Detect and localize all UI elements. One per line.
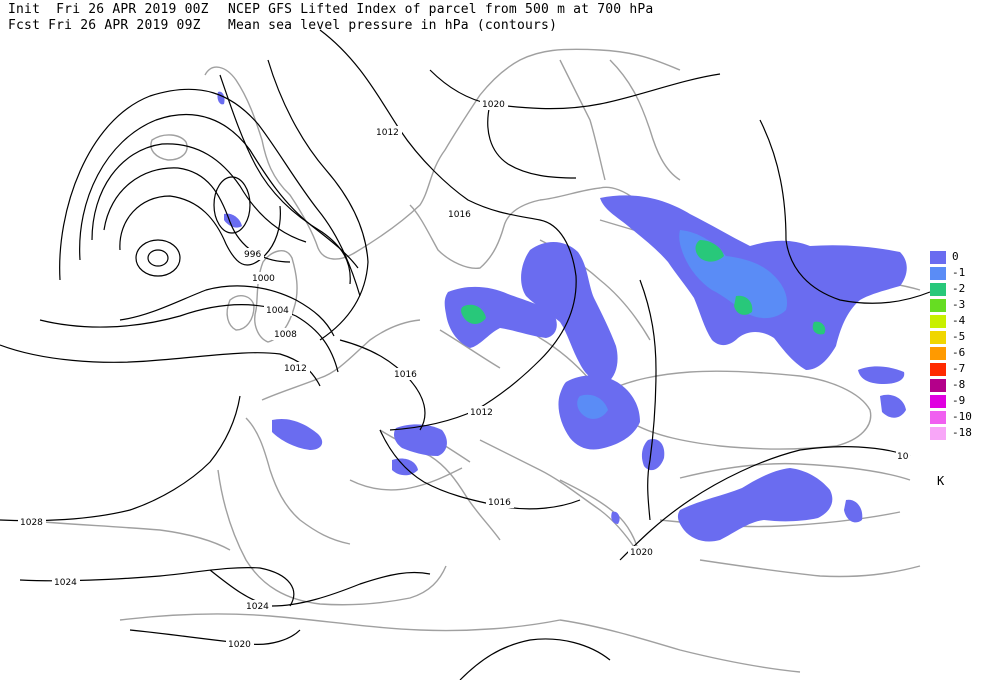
legend-label: -6 bbox=[952, 346, 966, 359]
legend-swatch bbox=[930, 395, 946, 408]
legend-row: -10 bbox=[930, 409, 1000, 425]
legend-row: -8 bbox=[930, 377, 1000, 393]
legend-row: -2 bbox=[930, 281, 1000, 297]
isobar-label: 1024 bbox=[246, 602, 269, 612]
legend-row: -1 bbox=[930, 265, 1000, 281]
legend-label: -4 bbox=[952, 314, 966, 327]
color-legend: 0 -1 -2 -3 -4 -5 -6 -7 -8 -9 -10 -18 bbox=[930, 249, 1000, 441]
init-time: Init Fri 26 APR 2019 00Z bbox=[8, 2, 209, 17]
legend-row: -18 bbox=[930, 425, 1000, 441]
legend-swatch bbox=[930, 299, 946, 312]
isobar-label: 1024 bbox=[54, 578, 77, 588]
isobar-label: 996 bbox=[244, 250, 261, 260]
legend-swatch bbox=[930, 283, 946, 296]
legend-swatch bbox=[930, 347, 946, 360]
legend-swatch bbox=[930, 427, 946, 440]
isobar-label: 1028 bbox=[20, 518, 43, 528]
legend-swatch bbox=[930, 267, 946, 280]
legend-row: -9 bbox=[930, 393, 1000, 409]
legend-swatch bbox=[930, 251, 946, 264]
legend-row: -5 bbox=[930, 329, 1000, 345]
isobar-label: 1000 bbox=[252, 274, 275, 284]
map-title: NCEP GFS Lifted Index of parcel from 500… bbox=[228, 2, 653, 34]
isobar-label: 1016 bbox=[448, 210, 471, 220]
legend-label: -18 bbox=[952, 426, 972, 439]
run-info: Init Fri 26 APR 2019 00Z Fcst Fri 26 APR… bbox=[8, 2, 209, 34]
legend-label: -5 bbox=[952, 330, 966, 343]
lifted-index-shading bbox=[217, 91, 907, 542]
legend-row: -6 bbox=[930, 345, 1000, 361]
title-line-2: Mean sea level pressure in hPa (contours… bbox=[228, 18, 558, 33]
isobar-label: 1004 bbox=[266, 306, 289, 316]
legend-row: -4 bbox=[930, 313, 1000, 329]
legend-row: -3 bbox=[930, 297, 1000, 313]
legend-row: -7 bbox=[930, 361, 1000, 377]
legend-swatch bbox=[930, 331, 946, 344]
isobar-label: 1020 bbox=[228, 640, 251, 650]
legend-label: -1 bbox=[952, 266, 966, 279]
legend-row: 0 bbox=[930, 249, 1000, 265]
legend-label: -3 bbox=[952, 298, 966, 311]
title-line-1: NCEP GFS Lifted Index of parcel from 500… bbox=[228, 2, 654, 17]
legend-swatch bbox=[930, 411, 946, 424]
legend-unit: K bbox=[937, 474, 945, 488]
isobar-label: 1012 bbox=[284, 364, 307, 374]
isobar-label: 1012 bbox=[376, 128, 399, 138]
isobar-label: 1016 bbox=[394, 370, 417, 380]
isobar-label: 1016 bbox=[488, 498, 511, 508]
legend-label: -2 bbox=[952, 282, 966, 295]
legend-label: -9 bbox=[952, 394, 966, 407]
isobar-label: 1008 bbox=[274, 330, 297, 340]
legend-label: 0 bbox=[952, 250, 959, 263]
isobar-labels: 1020 1012 1016 996 1000 1004 1008 1012 1… bbox=[18, 98, 910, 650]
isobar-label: 1020 bbox=[630, 548, 653, 558]
legend-swatch bbox=[930, 379, 946, 392]
isobar-label: 1020 bbox=[482, 100, 505, 110]
isobar-label: 10 bbox=[897, 452, 909, 462]
legend-label: -10 bbox=[952, 410, 972, 423]
legend-label: -8 bbox=[952, 378, 966, 391]
isobar-label: 1012 bbox=[470, 408, 493, 418]
legend-label: -7 bbox=[952, 362, 966, 375]
forecast-time: Fcst Fri 26 APR 2019 09Z bbox=[8, 18, 201, 33]
legend-swatch bbox=[930, 363, 946, 376]
legend-swatch bbox=[930, 315, 946, 328]
